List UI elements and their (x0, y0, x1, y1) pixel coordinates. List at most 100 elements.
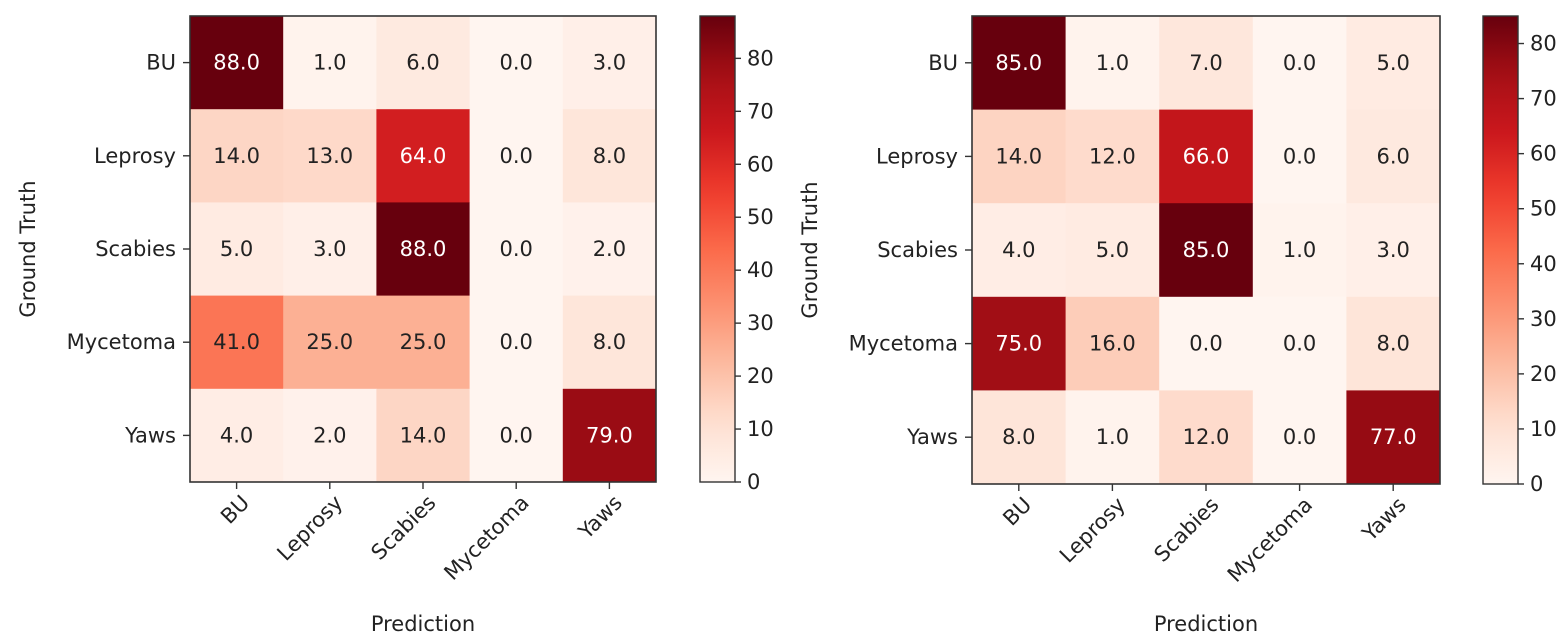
heatmap-cell (562, 109, 657, 203)
heatmap-cell (190, 295, 284, 390)
y-tick-label: Scabies (95, 237, 176, 261)
cell-value-label: 77.0 (1370, 425, 1417, 449)
confusion-matrix-right: 85.0 1.0 7.0 0.0 5.0 14.0 12.0 66.0 0.0 6.0 4.0 5.0… (798, 15, 1557, 636)
cell-value-label: 0.0 (499, 423, 532, 447)
heatmap-cell (1346, 16, 1441, 111)
y-tick-label: Scabies (877, 238, 958, 262)
heatmap-cell (1346, 390, 1441, 485)
heatmap-cell (1159, 296, 1254, 391)
cell-value-label: 0.0 (1283, 144, 1316, 168)
y-tick-label: Leprosy (876, 144, 958, 168)
y-tick-label: Leprosy (94, 144, 176, 168)
colorbar-tick-label: 50 (1530, 197, 1557, 221)
cell-value-label: 3.0 (313, 237, 346, 261)
colorbar-tick-label: 0 (1530, 472, 1543, 496)
cell-value-label: 85.0 (1183, 238, 1230, 262)
x-axis-title: Prediction (371, 612, 475, 636)
x-tick-label: Scabies (366, 491, 440, 565)
cell-value-label: 0.0 (499, 144, 532, 168)
heatmap-cell (376, 16, 471, 110)
x-tick-label: Mycetoma (439, 491, 533, 585)
colorbar-tick-label: 30 (1530, 307, 1557, 331)
cell-value-label: 8.0 (1376, 332, 1409, 356)
heatmap-cell (283, 295, 377, 390)
heatmap-cell (283, 109, 377, 203)
x-tick-label: Mycetoma (1223, 493, 1317, 587)
cell-value-label: 14.0 (995, 144, 1042, 168)
cell-value-label: 5.0 (220, 237, 253, 261)
y-tick-label: Mycetoma (849, 332, 958, 356)
cell-value-label: 75.0 (995, 332, 1042, 356)
cell-value-label: 3.0 (593, 51, 626, 75)
cell-value-label: 0.0 (499, 237, 532, 261)
cell-value-label: 0.0 (1189, 332, 1222, 356)
y-axis-title: Ground Truth (798, 181, 822, 318)
heatmap-cell (376, 388, 471, 483)
heatmap-cell (283, 388, 377, 483)
cell-value-label: 25.0 (306, 330, 353, 354)
heatmap-cell (972, 203, 1067, 298)
cell-value-label: 2.0 (593, 237, 626, 261)
cell-value-label: 88.0 (213, 51, 260, 75)
heatmap-cell (1346, 296, 1441, 391)
cell-value-label: 2.0 (313, 423, 346, 447)
heatmap-cell (1065, 16, 1160, 111)
heatmap-cell (1065, 203, 1160, 298)
heatmap-cell (1252, 296, 1347, 391)
colorbar (1482, 15, 1519, 485)
heatmap-cell (1252, 109, 1347, 204)
cell-value-label: 8.0 (1002, 425, 1035, 449)
heatmap-cell (469, 388, 564, 483)
heatmap-cell (283, 202, 377, 297)
cell-value-label: 5.0 (1376, 51, 1409, 75)
cell-value-label: 8.0 (593, 144, 626, 168)
heatmap-cell (190, 16, 284, 110)
cell-value-label: 7.0 (1189, 51, 1222, 75)
heatmap-cell (1159, 109, 1254, 204)
cell-value-label: 0.0 (499, 330, 532, 354)
heatmap-cell (376, 295, 471, 390)
y-tick-label: Mycetoma (67, 330, 176, 354)
heatmap-cell (190, 388, 284, 483)
x-tick-label: Yaws (1357, 493, 1411, 547)
heatmap-cell (562, 16, 657, 110)
x-tick-label: BU (998, 493, 1036, 531)
x-tick-label: Scabies (1149, 493, 1223, 567)
x-tick-label: Yaws (573, 491, 627, 545)
heatmap-cell (972, 296, 1067, 391)
x-tick-label: BU (216, 491, 254, 529)
cell-value-label: 1.0 (1096, 425, 1129, 449)
heatmap-cell (1346, 203, 1441, 298)
heatmap-cell (469, 295, 564, 390)
heatmap-cell (1065, 109, 1160, 204)
heatmap-cell (283, 16, 377, 110)
cell-value-label: 0.0 (1283, 425, 1316, 449)
cell-value-label: 85.0 (995, 51, 1042, 75)
heatmap-cell (972, 109, 1067, 204)
cell-value-label: 12.0 (1089, 144, 1136, 168)
colorbar-tick-label: 20 (1530, 362, 1557, 386)
heatmap-cell (972, 16, 1067, 111)
colorbar-tick-label: 20 (747, 364, 774, 388)
colorbar-tick-label: 40 (747, 258, 774, 282)
colorbar-tick-label: 50 (747, 205, 774, 229)
heatmap-cell (1159, 16, 1254, 111)
heatmap-cell (469, 16, 564, 110)
cell-value-label: 1.0 (1096, 51, 1129, 75)
cell-value-label: 3.0 (1376, 238, 1409, 262)
cell-value-label: 6.0 (406, 51, 439, 75)
colorbar-tick-label: 80 (747, 46, 774, 70)
heatmap-cell (1159, 203, 1254, 298)
cell-value-label: 88.0 (400, 237, 447, 261)
heatmap-cell (469, 109, 564, 203)
colorbar-tick-label: 0 (747, 470, 760, 494)
cell-value-label: 4.0 (1002, 238, 1035, 262)
colorbar-tick-label: 80 (1530, 32, 1557, 56)
heatmap-cell (562, 295, 657, 390)
heatmap-cell (1159, 390, 1254, 485)
cell-value-label: 14.0 (400, 423, 447, 447)
colorbar (699, 15, 736, 483)
cell-value-label: 13.0 (306, 144, 353, 168)
cell-value-label: 0.0 (1283, 51, 1316, 75)
